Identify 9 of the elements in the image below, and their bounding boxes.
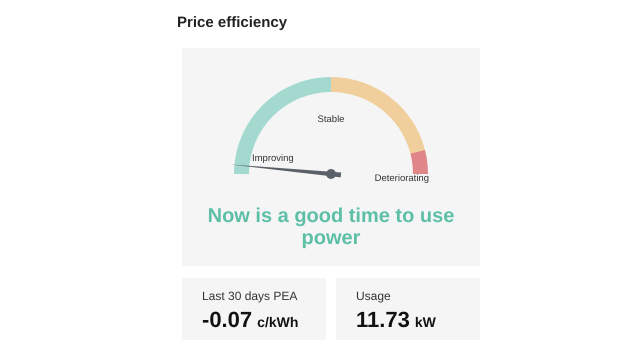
slice-label: Improving: [252, 153, 294, 164]
slice-label: Deteriorating: [374, 173, 429, 184]
text: Usage: [356, 289, 392, 303]
text: Last 30 days PEA: [202, 289, 298, 303]
chart-title: Price efficiency: [177, 14, 288, 31]
text: Now is a good time to use power: [208, 205, 454, 249]
text: -0.07 c/kWh: [202, 307, 298, 332]
slice-label: Stable: [318, 114, 344, 125]
text: 11.73 kW: [356, 307, 437, 332]
